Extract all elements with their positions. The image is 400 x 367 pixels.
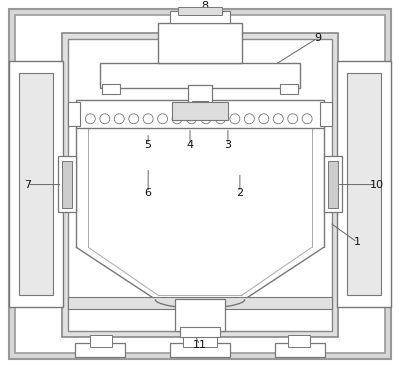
Text: 6: 6 — [145, 188, 152, 197]
Circle shape — [302, 114, 312, 124]
Text: 1: 1 — [354, 237, 361, 247]
Bar — [288, 335, 310, 347]
Bar — [62, 33, 338, 337]
Circle shape — [114, 114, 124, 124]
Bar — [183, 335, 217, 347]
Bar — [178, 7, 222, 15]
Bar — [346, 73, 382, 295]
Circle shape — [143, 114, 153, 124]
Bar — [68, 297, 332, 309]
Bar — [102, 84, 120, 94]
Bar — [90, 335, 112, 347]
Bar — [68, 102, 80, 126]
Bar — [9, 61, 64, 307]
Bar — [18, 73, 54, 295]
Bar — [58, 156, 76, 212]
Text: 11: 11 — [193, 340, 207, 350]
Circle shape — [129, 114, 139, 124]
Circle shape — [288, 114, 298, 124]
Bar — [76, 100, 324, 128]
Bar — [172, 102, 228, 120]
Bar — [170, 343, 230, 357]
Circle shape — [273, 114, 283, 124]
Bar — [188, 85, 212, 103]
Bar — [158, 23, 242, 63]
Circle shape — [100, 114, 110, 124]
Text: 2: 2 — [236, 188, 244, 197]
Bar — [192, 101, 208, 113]
Circle shape — [158, 114, 168, 124]
Bar — [275, 343, 325, 357]
Bar — [62, 161, 72, 207]
Bar — [328, 161, 338, 207]
Bar — [280, 84, 298, 94]
Circle shape — [172, 114, 182, 124]
Text: 5: 5 — [145, 140, 152, 150]
Bar — [100, 63, 300, 88]
Circle shape — [230, 114, 240, 124]
Text: 4: 4 — [186, 140, 194, 150]
Bar — [320, 102, 332, 126]
Bar — [324, 156, 342, 212]
Bar — [336, 61, 391, 307]
Text: 10: 10 — [370, 179, 384, 190]
Text: 9: 9 — [314, 33, 321, 43]
Circle shape — [259, 114, 269, 124]
Circle shape — [244, 114, 254, 124]
Circle shape — [201, 114, 211, 124]
Text: 3: 3 — [224, 140, 232, 150]
Bar — [68, 39, 332, 331]
Bar — [180, 327, 220, 337]
Bar — [75, 343, 125, 357]
Circle shape — [186, 114, 196, 124]
Text: 8: 8 — [202, 1, 208, 11]
Circle shape — [216, 114, 226, 124]
Bar — [170, 11, 230, 23]
Bar — [175, 299, 225, 331]
Text: 7: 7 — [24, 179, 31, 190]
Circle shape — [85, 114, 95, 124]
